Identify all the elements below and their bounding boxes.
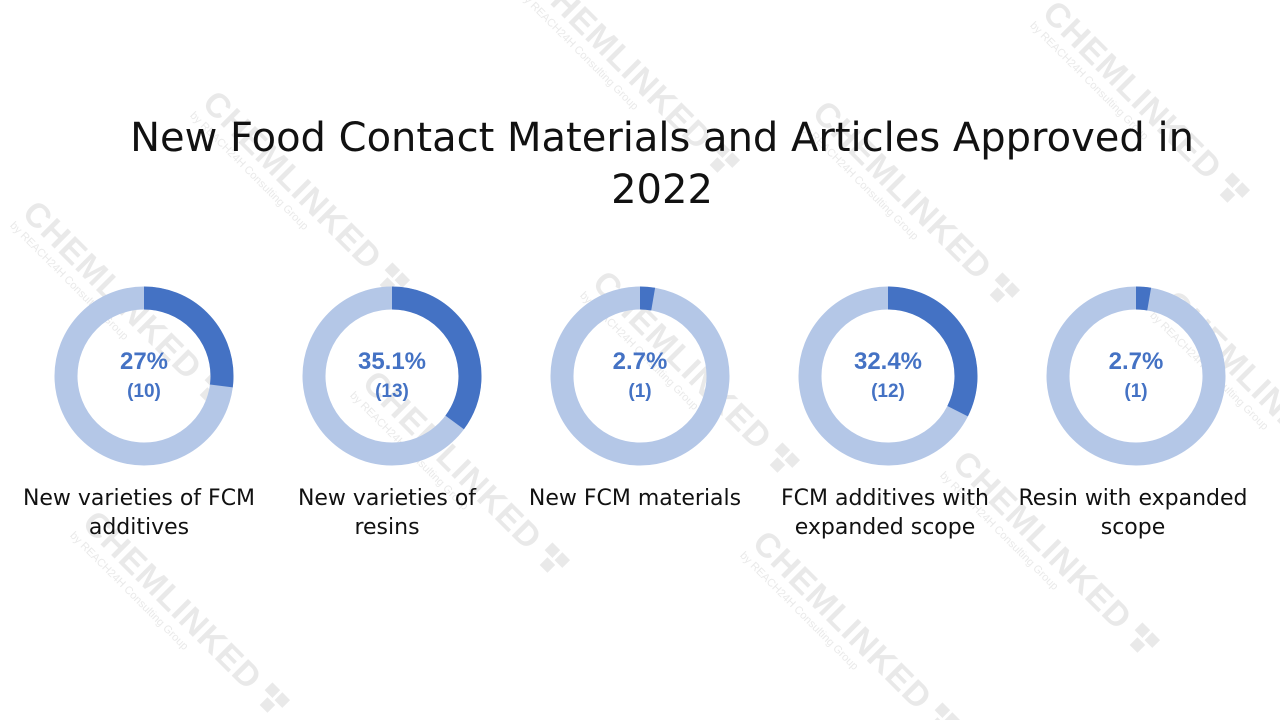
donut-svg [798,286,978,466]
donut-chart: 2.7% (1) [550,286,730,466]
category-label: FCM additives with expanded scope [781,486,989,540]
count-label: (1) [1124,381,1148,402]
watermark-tagline: by REACH24H Consulting Group [737,549,861,673]
slice-arc [302,286,482,466]
watermark: CHEMLINKED by REACH24H Consulting Group [937,443,1160,653]
chart-title: New Food Contact Materials and Articles … [130,115,1194,213]
category-label: New varieties of resins [297,486,477,540]
watermark-logo-icon [924,702,961,720]
watermark-logo-icon [1124,622,1161,659]
watermark-tagline: by REACH24H Consulting Group [67,529,191,653]
count-label: (12) [871,381,905,402]
watermark-logo-icon [764,442,801,479]
slice-arc [550,286,730,466]
watermark-logo-icon [984,272,1021,309]
category-label: Resin with expanded scope [1018,486,1248,540]
count-label: (13) [375,381,409,402]
watermark: CHEMLINKED by REACH24H Consulting Group [737,523,960,720]
donut-svg [54,286,234,466]
slice-arc [54,286,234,466]
percent-label: 2.7% [612,348,668,375]
watermark-brand: CHEMLINKED [745,523,940,718]
percent-label: 35.1% [357,348,427,375]
watermark-logo-icon [534,542,571,579]
donut-chart: 27% (10) [54,286,234,466]
slice-arc [798,286,978,466]
count-label: (10) [127,381,161,402]
donut-chart: 32.4% (12) [798,286,978,466]
donut-svg [302,286,482,466]
percent-label: 2.7% [1108,348,1164,375]
donut-svg [550,286,730,466]
slice-arc [1046,286,1226,466]
watermark-logo-icon [254,682,291,719]
count-label: (1) [628,381,652,402]
category-label: New varieties of FCM additives [22,486,256,540]
category-label: New FCM materials [528,486,742,511]
percent-label: 32.4% [853,348,923,375]
donut-chart: 2.7% (1) [1046,286,1226,466]
percent-label: 27% [119,348,169,375]
watermark-logo-icon [1214,172,1251,209]
donut-svg [1046,286,1226,466]
donut-chart: 35.1% (13) [302,286,482,466]
remainder-arc [1046,286,1226,466]
remainder-arc [550,286,730,466]
